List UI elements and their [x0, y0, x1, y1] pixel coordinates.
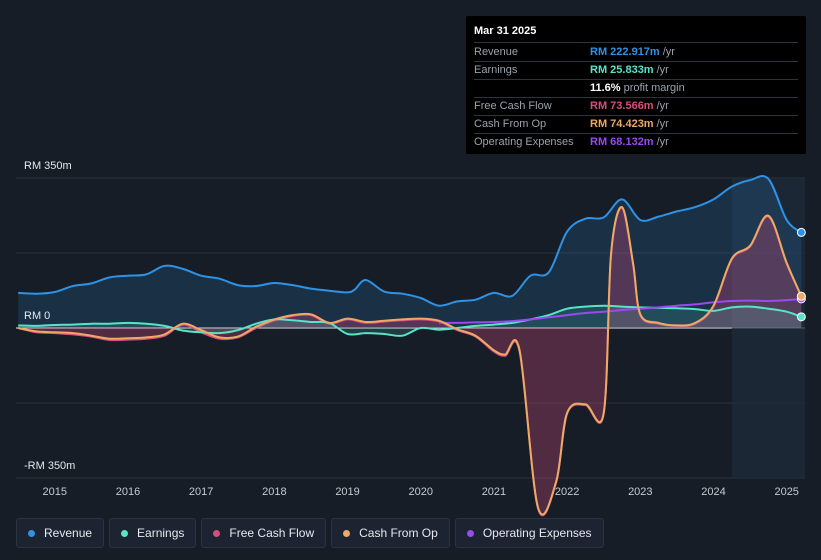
legend-label: Free Cash Flow	[229, 526, 315, 540]
tooltip-row: Cash From Op RM 74.423m/yr	[474, 116, 798, 134]
x-tick-label: 2023	[628, 486, 652, 498]
x-tick-label: 2022	[555, 486, 579, 498]
y-tick-top: RM 350m	[24, 160, 72, 172]
legend-item-free-cash-flow[interactable]: Free Cash Flow	[201, 518, 327, 548]
x-tick-label: 2021	[482, 486, 506, 498]
tooltip-panel: Mar 31 2025 Revenue RM 222.917m/yr Earning…	[466, 16, 806, 154]
tooltip-row-unit: /yr	[656, 100, 669, 112]
x-tick-label: 2020	[409, 486, 433, 498]
tooltip-row: Operating Expenses RM 68.132m/yr	[474, 134, 798, 151]
series-end-point-revenue	[796, 227, 806, 237]
legend-label: Earnings	[137, 526, 185, 540]
tooltip-row: Revenue RM 222.917m/yr	[474, 44, 798, 62]
tooltip-row: Free Cash Flow RM 73.566m/yr	[474, 98, 798, 116]
series-area-revenue	[18, 175, 802, 328]
tooltip-row-value: RM 73.566m	[590, 100, 654, 112]
y-tick-bottom: -RM 350m	[24, 460, 76, 472]
series-area-earnings	[18, 305, 802, 336]
legend-label: Cash From Op	[359, 526, 438, 540]
series-layer	[17, 175, 803, 517]
chart-grid	[16, 177, 805, 479]
tooltip-row-unit: profit margin	[623, 82, 685, 94]
series-end-point-cash-from-op	[796, 291, 806, 301]
legend: Revenue Earnings Free Cash Flow Cash From O…	[16, 518, 604, 548]
tooltip-row-unit: /yr	[656, 136, 669, 148]
legend-label: Revenue	[44, 526, 93, 540]
tooltip-row-value: RM 74.423m	[590, 118, 654, 130]
series-line-revenue	[18, 175, 802, 307]
legend-item-revenue[interactable]: Revenue	[16, 518, 105, 548]
series-line-earnings	[18, 304, 802, 337]
tooltip-row-unit: /yr	[656, 64, 669, 76]
x-tick-label: 2018	[262, 486, 286, 498]
series-line-cash-from-op	[18, 206, 803, 516]
x-tick-label: 2025	[774, 486, 798, 498]
legend-dot-icon	[343, 529, 351, 537]
tooltip-row: Earnings RM 25.833m/yr	[474, 62, 798, 80]
legend-dot-icon	[28, 529, 35, 537]
tooltip-row-label: Operating Expenses	[474, 136, 574, 148]
legend-label: Operating Expenses	[482, 526, 592, 540]
x-tick-label: 2015	[43, 486, 67, 498]
x-tick-label: 2017	[189, 486, 213, 498]
series-end-point-earnings	[796, 312, 806, 322]
x-tick-label: 2024	[701, 486, 725, 498]
legend-item-operating-expenses[interactable]: Operating Expenses	[454, 518, 604, 548]
legend-item-earnings[interactable]: Earnings	[109, 518, 197, 548]
legend-dot-icon	[121, 529, 129, 537]
legend-item-cash-from-op[interactable]: Cash From Op	[331, 518, 450, 548]
tooltip-row: 11.6% profit margin	[474, 80, 798, 98]
x-tick-label: 2019	[335, 486, 359, 498]
tooltip-row-unit: /yr	[662, 46, 675, 58]
x-tick-label: 2016	[116, 486, 140, 498]
tooltip-row-value: 11.6%	[590, 82, 621, 94]
tooltip-row-value: RM 68.132m	[590, 136, 654, 148]
series-line-operating-expenses	[438, 297, 802, 324]
tooltip-row-label: Free Cash Flow	[474, 100, 552, 112]
end-markers	[796, 227, 806, 322]
legend-dot-icon	[213, 529, 221, 537]
y-tick-zero: RM 0	[24, 310, 51, 322]
legend-dot-icon	[466, 529, 474, 537]
tooltip-date: Mar 31 2025	[474, 24, 798, 43]
tooltip-row-label	[474, 80, 590, 97]
tooltip-row-label: Cash From Op	[474, 118, 547, 130]
tooltip-row-value: RM 222.917m	[590, 46, 660, 58]
tooltip-rows: Revenue RM 222.917m/yr Earnings RM 25.833m /…	[474, 44, 798, 151]
tooltip-row-unit: /yr	[656, 118, 669, 130]
x-axis: 2015 2016 2017 2018 2019 2020 2021 2022 2023 2024…	[43, 486, 799, 498]
tooltip-row-label: Earnings	[474, 64, 518, 76]
tooltip-row-value: RM 25.833m	[590, 64, 654, 76]
tooltip-row-label: Revenue	[474, 46, 519, 58]
